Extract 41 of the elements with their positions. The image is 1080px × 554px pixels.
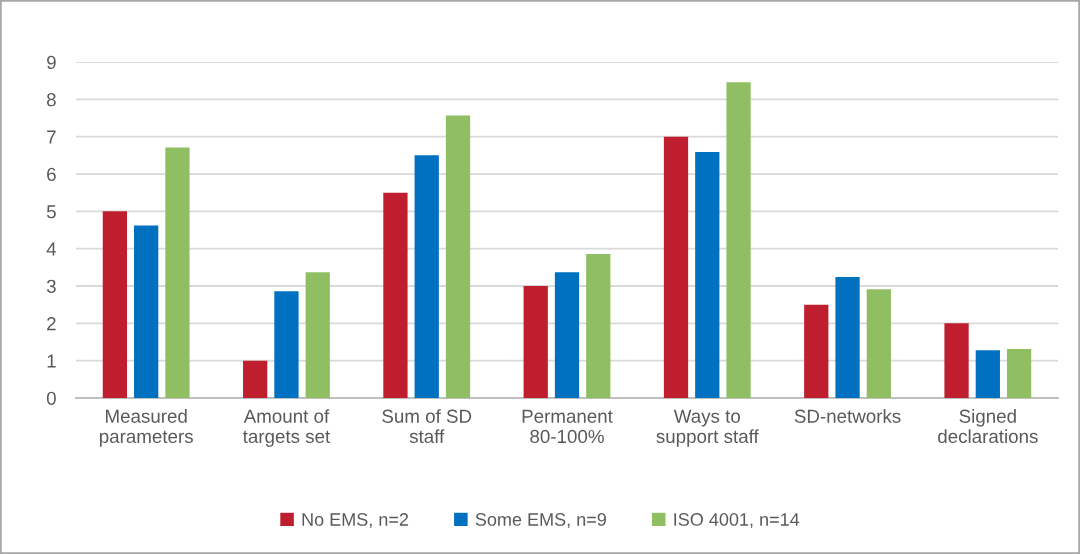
- bar: [445, 115, 471, 398]
- y-tick-label: 7: [47, 130, 56, 144]
- x-tick-label: Measured parameters: [99, 409, 193, 447]
- x-tick-label: Amount of targets set: [242, 409, 331, 447]
- bar: [1006, 349, 1032, 398]
- bar: [414, 155, 439, 398]
- y-tick-label: 6: [47, 167, 56, 182]
- x-tick-label: SD-networks: [794, 409, 901, 423]
- bar: [274, 291, 299, 398]
- y-tick-label: 8: [46, 93, 56, 107]
- y-tick-label: 4: [46, 242, 57, 256]
- bar: [804, 304, 829, 398]
- bar: [835, 277, 860, 398]
- x-tick-label: Signed declarations: [938, 409, 1038, 444]
- y-tick-label: 0: [46, 391, 56, 405]
- x-tick-label: Permanent 80-100%: [522, 409, 613, 444]
- bar: [695, 152, 720, 398]
- bar: [134, 225, 159, 398]
- bar: [243, 360, 268, 398]
- y-tick-label: 1: [47, 354, 56, 368]
- bar: [663, 136, 689, 398]
- bar: [866, 289, 891, 398]
- bar: [523, 286, 548, 398]
- bar: [554, 272, 580, 398]
- y-tick-label: 9: [47, 55, 56, 70]
- legend-label: No EMS, n=2: [302, 513, 409, 528]
- x-tick-label: Sum of SD staff: [382, 409, 472, 444]
- bar: [975, 350, 1000, 398]
- legend-label: ISO 4001, n=14: [674, 513, 800, 528]
- bar: [586, 253, 611, 398]
- x-tick-label: Ways to support staff: [656, 409, 759, 447]
- bar: [102, 211, 128, 398]
- bar: [305, 272, 330, 398]
- bar: [944, 323, 969, 398]
- bar: [726, 82, 751, 398]
- y-tick-label: 3: [46, 279, 56, 293]
- legend-label: Some EMS, n=9: [475, 513, 606, 528]
- bar: [383, 192, 408, 398]
- bar: [165, 147, 190, 398]
- y-tick-label: 2: [47, 317, 56, 331]
- y-tick-label: 5: [46, 205, 56, 219]
